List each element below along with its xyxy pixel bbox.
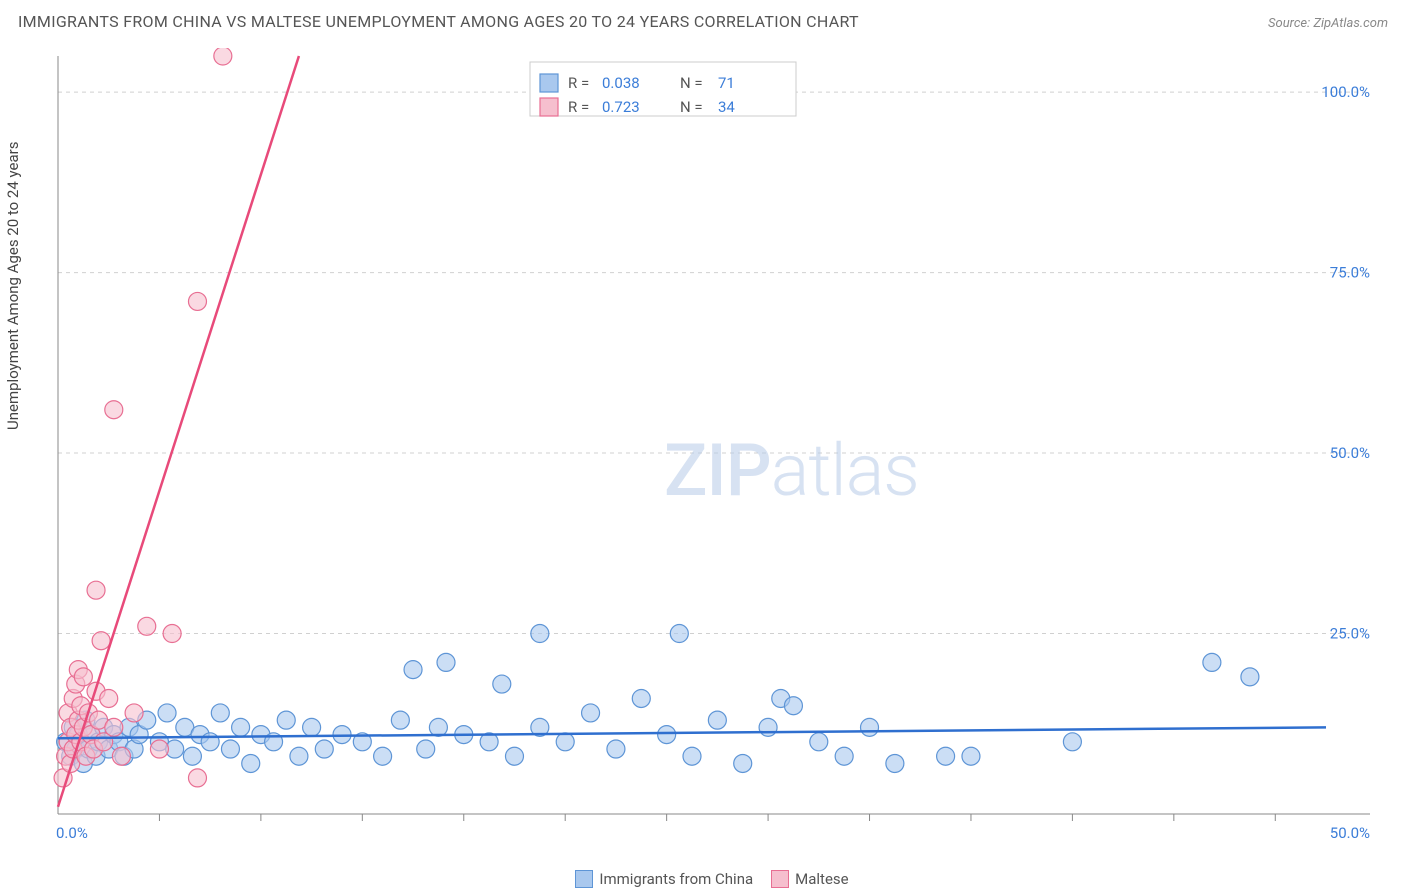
- data-point-maltese: [214, 48, 232, 65]
- data-point-maltese: [163, 625, 181, 643]
- data-point-china: [632, 689, 650, 707]
- data-point-china: [658, 726, 676, 744]
- data-point-china: [886, 754, 904, 772]
- data-point-china: [290, 747, 308, 765]
- data-point-china: [835, 747, 853, 765]
- x-tick-label: 50.0%: [1330, 824, 1370, 842]
- legend-swatch-maltese: [771, 870, 789, 888]
- data-point-china: [221, 740, 239, 758]
- data-point-china: [391, 711, 409, 729]
- data-point-china: [505, 747, 523, 765]
- data-point-china: [708, 711, 726, 729]
- source-prefix: Source:: [1268, 16, 1313, 31]
- data-point-china: [556, 733, 574, 751]
- data-point-china: [582, 704, 600, 722]
- source-link[interactable]: ZipAtlas.com: [1313, 16, 1388, 31]
- data-point-china: [759, 718, 777, 736]
- data-point-china: [211, 704, 229, 722]
- data-point-china: [158, 704, 176, 722]
- data-point-maltese: [138, 617, 156, 635]
- data-point-china: [1241, 668, 1259, 686]
- data-point-china: [232, 718, 250, 736]
- data-point-china: [277, 711, 295, 729]
- data-point-maltese: [74, 668, 92, 686]
- data-point-china: [183, 747, 201, 765]
- legend-r-value: 0.038: [602, 74, 640, 92]
- y-tick-label: 50.0%: [1330, 444, 1370, 462]
- data-point-china: [784, 697, 802, 715]
- trend-line-maltese: [58, 56, 299, 807]
- legend-n-value: 71: [718, 74, 735, 92]
- data-point-china: [531, 625, 549, 643]
- y-tick-label: 100.0%: [1321, 83, 1370, 101]
- data-point-china: [437, 653, 455, 671]
- data-point-china: [374, 747, 392, 765]
- bottom-legend: Immigrants from China Maltese: [0, 870, 1406, 888]
- data-point-china: [242, 754, 260, 772]
- legend-swatch-maltese: [540, 98, 558, 116]
- chart-title: IMMIGRANTS FROM CHINA VS MALTESE UNEMPLO…: [18, 12, 859, 31]
- data-point-china: [734, 754, 752, 772]
- legend-r-label: R =: [568, 98, 589, 116]
- y-tick-label: 25.0%: [1330, 625, 1370, 643]
- legend-label-china: Immigrants from China: [599, 870, 753, 888]
- data-point-china: [810, 733, 828, 751]
- data-point-china: [962, 747, 980, 765]
- data-point-china: [670, 625, 688, 643]
- data-point-china: [1063, 733, 1081, 751]
- data-point-china: [607, 740, 625, 758]
- data-point-maltese: [105, 401, 123, 419]
- scatter-chart: 25.0% 50.0% 75.0% 100.0% 0.0% 50.0% R = 0.038 N…: [50, 48, 1380, 848]
- legend-n-label: N =: [680, 98, 703, 116]
- data-point-maltese: [125, 704, 143, 722]
- data-point-china: [683, 747, 701, 765]
- data-point-china: [315, 740, 333, 758]
- data-point-china: [1203, 653, 1221, 671]
- y-tick-label: 75.0%: [1330, 264, 1370, 282]
- legend-swatch-china: [540, 74, 558, 92]
- legend-r-label: R =: [568, 74, 589, 92]
- x-tick-label: 0.0%: [56, 824, 88, 842]
- data-point-china: [303, 718, 321, 736]
- legend-swatch-china: [575, 870, 593, 888]
- data-point-china: [404, 661, 422, 679]
- legend-r-value: 0.723: [602, 98, 640, 116]
- data-point-china: [201, 733, 219, 751]
- data-point-maltese: [100, 689, 118, 707]
- legend-n-label: N =: [680, 74, 703, 92]
- data-point-maltese: [87, 581, 105, 599]
- chart-source: Source: ZipAtlas.com: [1268, 16, 1388, 31]
- data-point-maltese: [150, 740, 168, 758]
- data-point-maltese: [188, 292, 206, 310]
- data-point-china: [937, 747, 955, 765]
- legend-label-maltese: Maltese: [795, 870, 848, 888]
- data-point-china: [493, 675, 511, 693]
- data-point-maltese: [112, 747, 130, 765]
- data-point-china: [861, 718, 879, 736]
- legend-n-value: 34: [718, 98, 735, 116]
- data-point-maltese: [92, 632, 110, 650]
- data-point-china: [417, 740, 435, 758]
- data-point-maltese: [105, 718, 123, 736]
- data-point-maltese: [188, 769, 206, 787]
- y-axis-label: Unemployment Among Ages 20 to 24 years: [4, 142, 22, 430]
